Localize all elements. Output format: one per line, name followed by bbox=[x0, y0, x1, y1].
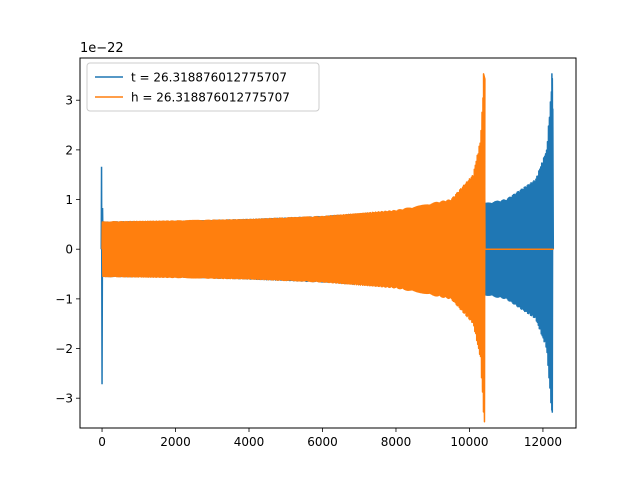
x-tick-label: 10000 bbox=[450, 435, 488, 449]
y-tick-label: 1 bbox=[65, 193, 73, 207]
x-tick-label: 12000 bbox=[524, 435, 562, 449]
x-axis: 0 2000 4000 6000 8000 10000 12000 bbox=[98, 428, 562, 449]
plot-area bbox=[100, 73, 555, 423]
x-tick-label: 0 bbox=[98, 435, 106, 449]
y-tick-label: 3 bbox=[65, 94, 73, 108]
y-tick-label: −3 bbox=[55, 392, 73, 406]
y-tick-label: −2 bbox=[55, 342, 73, 356]
series-h bbox=[101, 73, 554, 423]
x-tick-label: 2000 bbox=[160, 435, 191, 449]
x-tick-label: 6000 bbox=[307, 435, 338, 449]
legend-label: t = 26.318876012775707 bbox=[131, 71, 287, 85]
x-tick-label: 4000 bbox=[234, 435, 265, 449]
legend: t = 26.318876012775707 h = 26.31887601277… bbox=[86, 62, 320, 112]
y-offset-label: 1e−22 bbox=[80, 41, 124, 56]
y-tick-label: −1 bbox=[55, 292, 73, 306]
legend-label: h = 26.318876012775707 bbox=[131, 91, 290, 105]
y-tick-label: 0 bbox=[65, 243, 73, 257]
x-tick-label: 8000 bbox=[381, 435, 412, 449]
axes-frame bbox=[79, 57, 577, 429]
y-axis: −3 −2 −1 0 1 2 3 bbox=[55, 94, 80, 406]
y-tick-label: 2 bbox=[65, 143, 73, 157]
legend-box bbox=[86, 62, 320, 112]
series-line bbox=[101, 73, 554, 423]
